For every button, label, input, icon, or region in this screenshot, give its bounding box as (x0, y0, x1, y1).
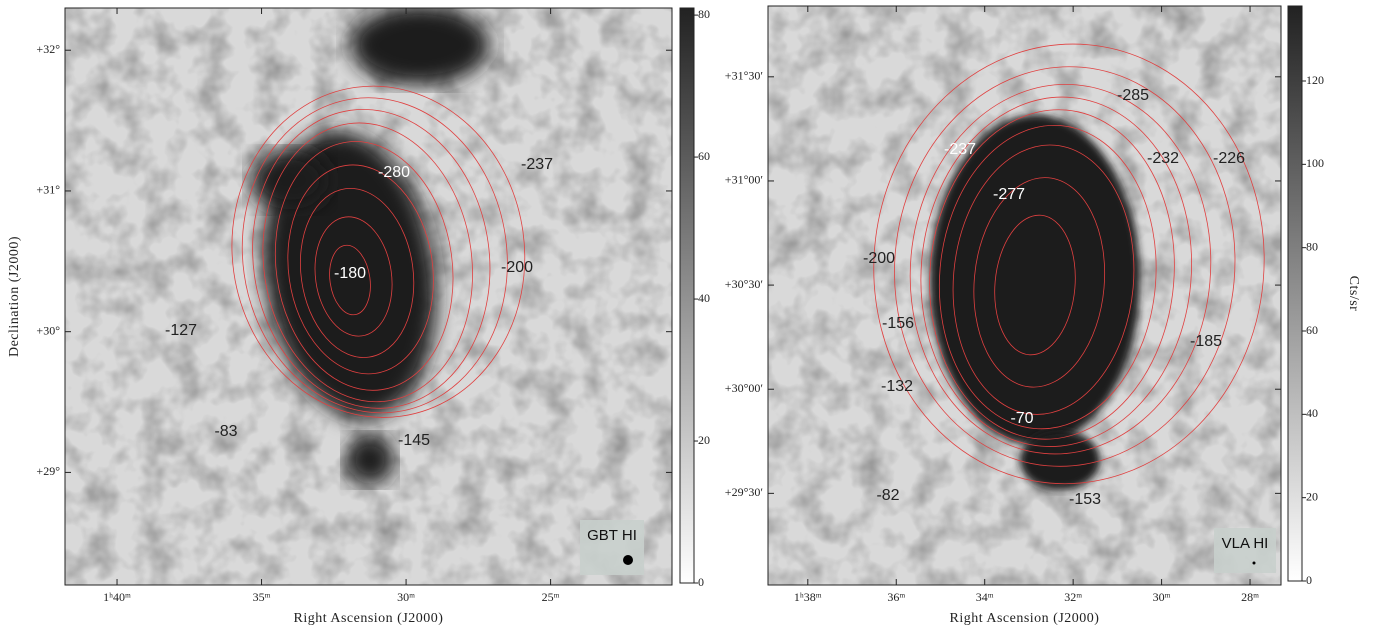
beam-box (1214, 528, 1276, 573)
contour (909, 84, 1212, 455)
emission (1020, 430, 1100, 490)
contour (287, 164, 434, 375)
contour (973, 177, 1106, 388)
emission (350, 8, 490, 85)
contour (929, 109, 1175, 440)
x-tick-label: 32ᵐ (1064, 590, 1082, 604)
annotation: -83 (214, 423, 237, 440)
colorbar-tick-label: 60 (1306, 323, 1318, 337)
annotation: -156 (882, 315, 914, 332)
y-tick-label: +30° (36, 323, 60, 337)
contour (252, 108, 491, 409)
colorbar-tick-label: 40 (698, 291, 710, 305)
x-tick-label: 1ʰ38ᵐ (794, 590, 822, 604)
annotation: -200 (863, 250, 895, 267)
x-tick-label: 35ᵐ (253, 590, 271, 604)
contour (274, 141, 454, 391)
annotation: -237 (944, 141, 976, 158)
y-tick-label: +29°30′ (725, 485, 764, 499)
contour (241, 97, 508, 414)
x-tick-label: 30ᵐ (397, 590, 415, 604)
colorbar-tick-label: 100 (1306, 156, 1324, 170)
annotation: -70 (1010, 410, 1033, 427)
annotation: -280 (378, 164, 410, 181)
colorbar-tick-label: 20 (698, 433, 710, 447)
annotation: -226 (1213, 150, 1245, 167)
colorbar-tick-label: 80 (1306, 239, 1318, 253)
colorbar-tick-label: 80 (698, 7, 710, 21)
emission (930, 115, 1140, 445)
annotation: -132 (881, 378, 913, 395)
contour (938, 124, 1157, 430)
contour (873, 43, 1265, 485)
y-axis-label: Declination (J2000) (7, 236, 22, 357)
map (65, 8, 672, 585)
colorbar-tick-label: 60 (698, 149, 710, 163)
annotation: -180 (334, 265, 366, 282)
contour (329, 244, 371, 316)
x-tick-label: 1ʰ40ᵐ (103, 590, 131, 604)
x-tick-label: 34ᵐ (976, 590, 994, 604)
contour (894, 66, 1236, 467)
annotation: -145 (398, 432, 430, 449)
y-tick-label: +30°00′ (725, 381, 764, 395)
contour (262, 122, 473, 403)
x-tick-label: 36ᵐ (887, 590, 905, 604)
beam (623, 555, 633, 565)
colorbar-tick-label: 40 (1306, 406, 1318, 420)
x-axis-label: Right Ascension (J2000) (294, 611, 444, 626)
y-tick-label: +31°30′ (725, 69, 764, 83)
colorbar-label: Cts/sr (1346, 276, 1361, 312)
map (768, 6, 1281, 585)
x-axis-label: Right Ascension (J2000) (950, 611, 1100, 626)
colorbar (679, 7, 695, 584)
x-tick-label: 25ᵐ (542, 590, 560, 604)
contour (299, 188, 415, 358)
annotation: -237 (521, 156, 553, 173)
annotation: -127 (165, 322, 197, 339)
annotation: -232 (1147, 150, 1179, 167)
y-tick-label: +30°30′ (725, 277, 764, 291)
emission (250, 150, 330, 210)
colorbar (1287, 5, 1303, 582)
annotation: -285 (1117, 87, 1149, 104)
frame (64, 7, 673, 586)
annotation: -200 (501, 259, 533, 276)
colorbar-tick-label: 20 (1306, 489, 1318, 503)
y-tick-label: +29° (36, 464, 60, 478)
beam-box (580, 520, 644, 575)
colorbar-tick-label: 120 (1306, 73, 1324, 87)
emission (345, 435, 395, 485)
frame (767, 5, 1282, 586)
beam (1252, 561, 1256, 565)
colorbar-tick-label: 0 (698, 575, 704, 589)
beam-label: GBT HI (587, 527, 637, 544)
annotation: -153 (1069, 491, 1101, 508)
beam-label: VLA HI (1222, 535, 1269, 552)
x-tick-label: 30ᵐ (1153, 590, 1171, 604)
annotation: -277 (993, 186, 1025, 203)
colorbar-tick-label: 0 (1306, 573, 1312, 587)
contour (994, 214, 1076, 356)
y-tick-label: +32° (36, 42, 60, 56)
annotation: -82 (876, 487, 899, 504)
y-tick-label: +31°00′ (725, 173, 764, 187)
x-tick-label: 28ᵐ (1241, 590, 1259, 604)
contour (231, 85, 526, 418)
contour (920, 96, 1192, 447)
contour (314, 216, 393, 337)
contour (952, 144, 1135, 415)
annotation: -185 (1190, 333, 1222, 350)
y-tick-label: +31° (36, 183, 60, 197)
